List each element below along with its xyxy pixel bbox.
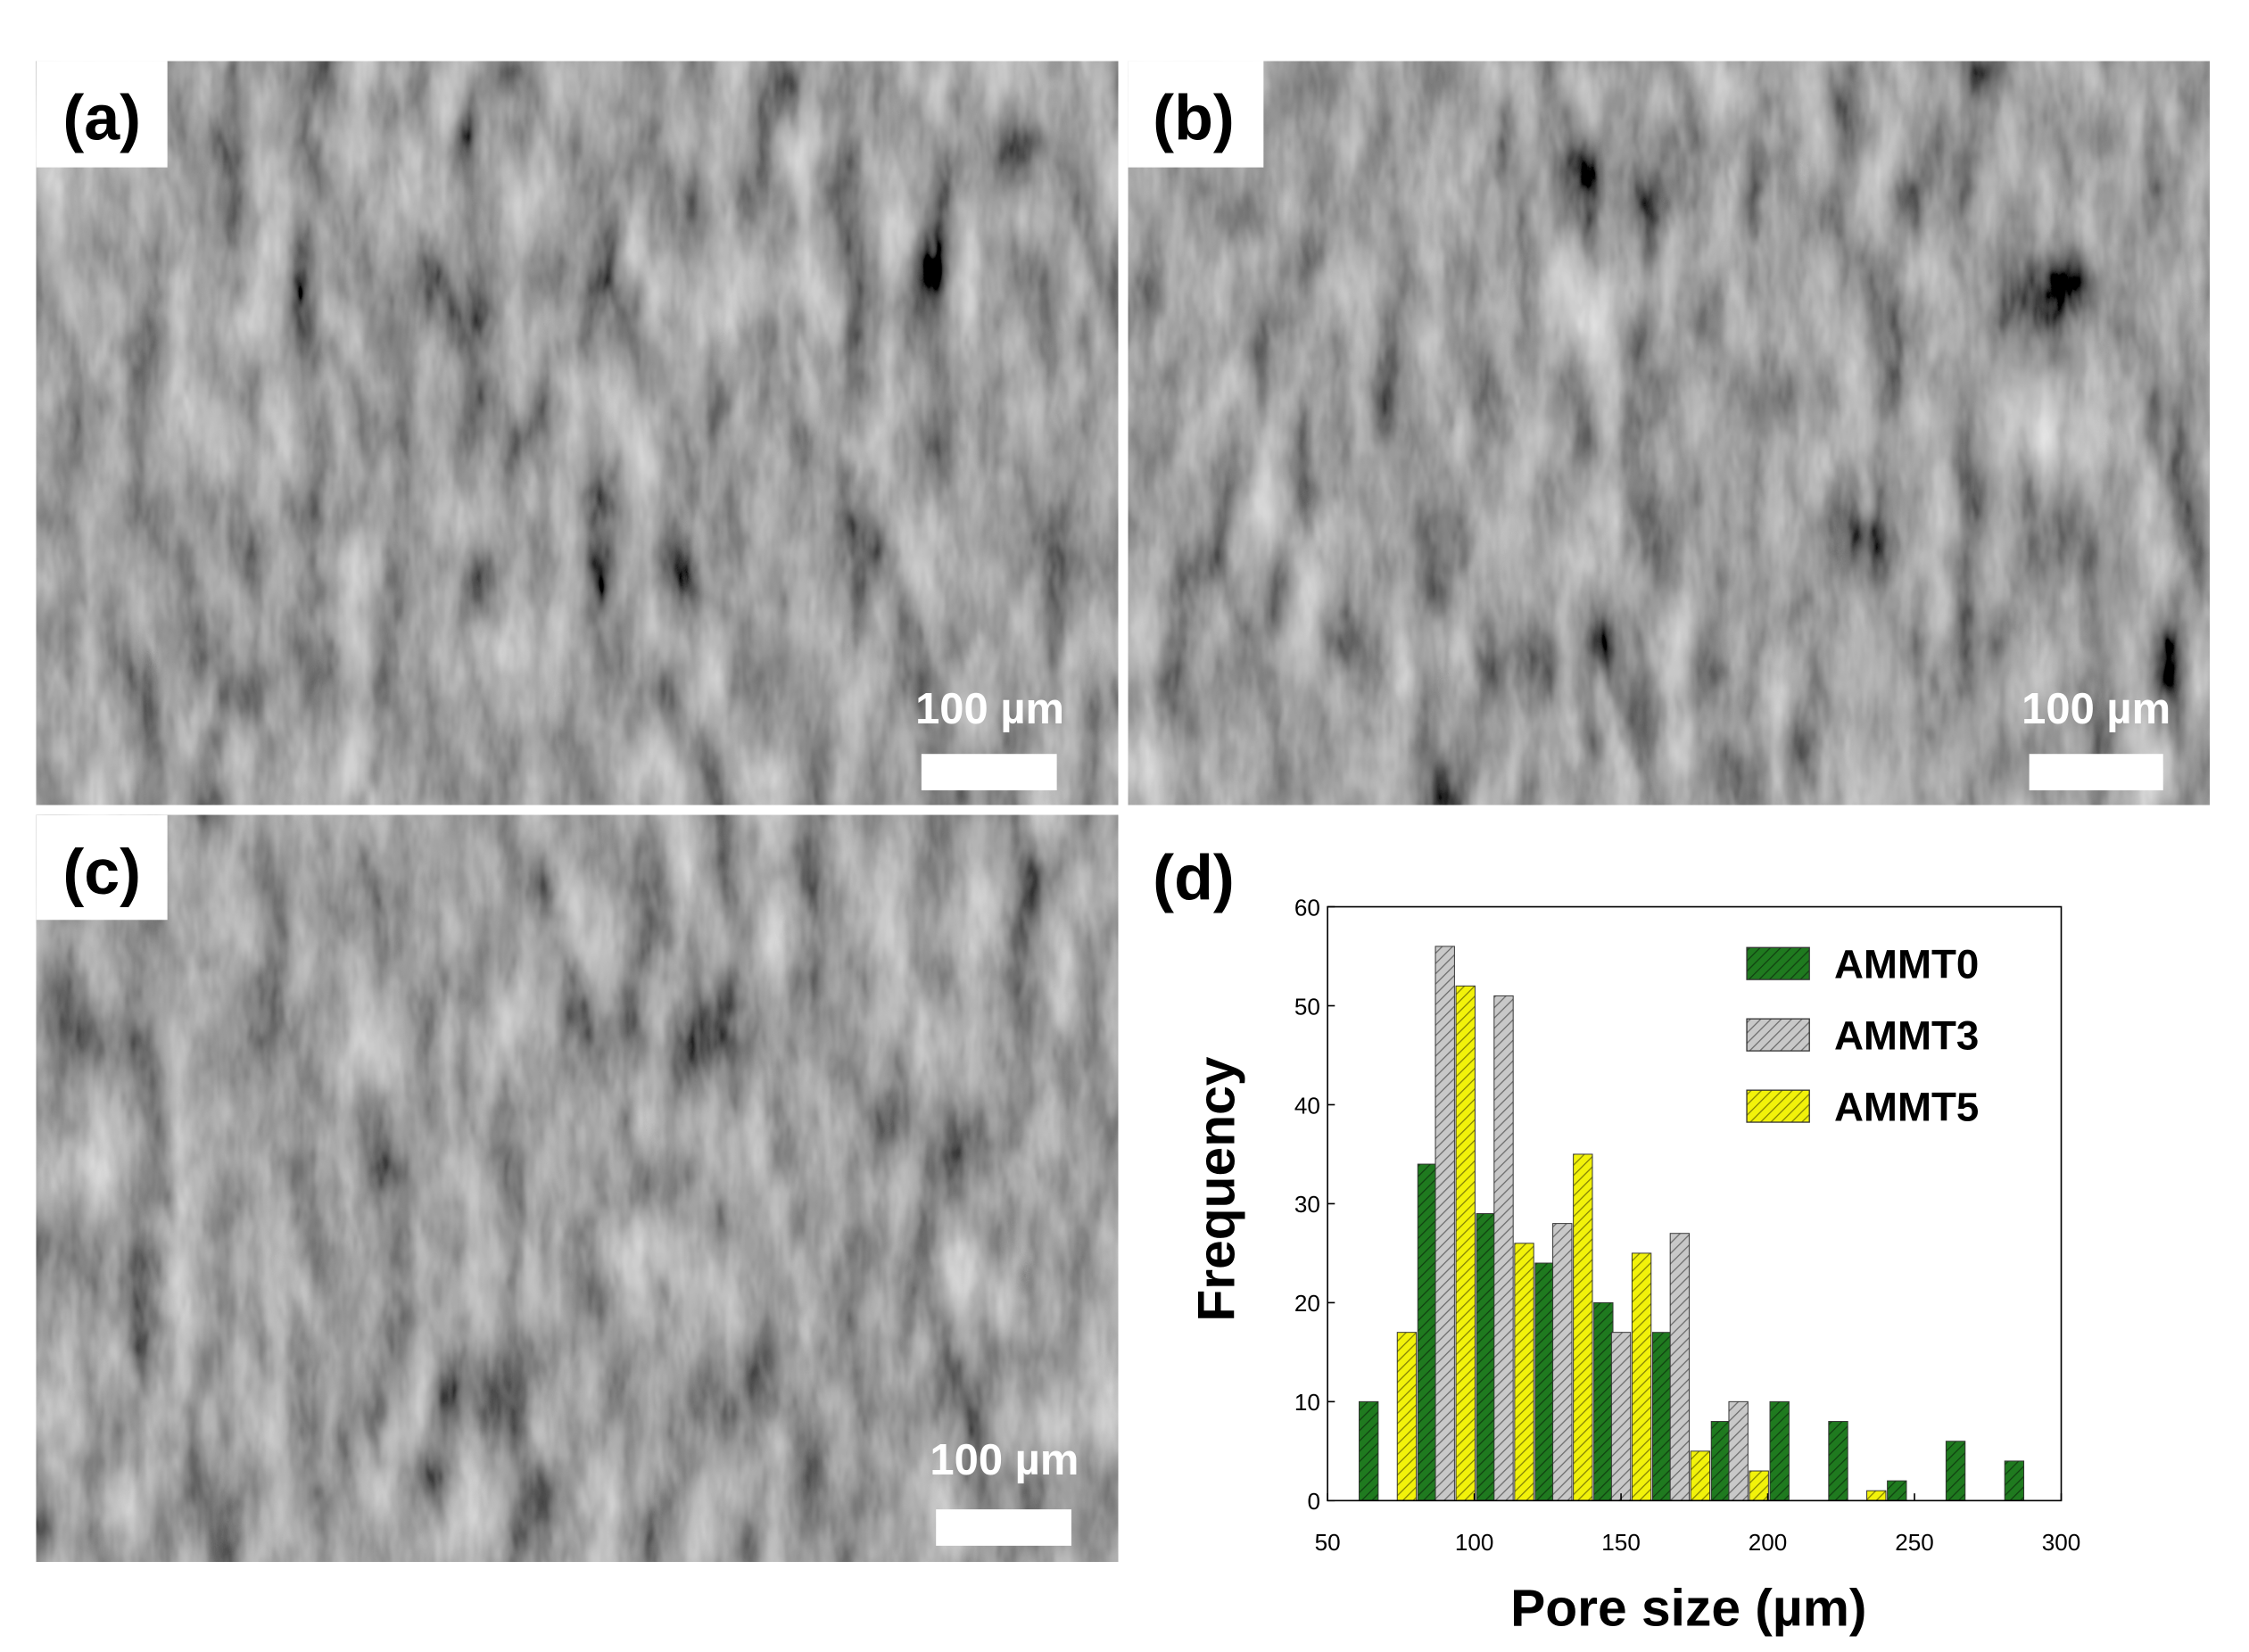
- bar: [1828, 1421, 1848, 1501]
- legend-entry: AMMT0: [1834, 942, 1979, 987]
- scale-bar-text: 100 µm: [915, 685, 1064, 733]
- bar: [1455, 985, 1476, 1501]
- bar: [1417, 1163, 1438, 1501]
- legend-entry: AMMT3: [1834, 1012, 1979, 1058]
- x-tick-label: 200: [1749, 1529, 1788, 1556]
- sem-texture: [36, 61, 1119, 805]
- y-tick-label: 0: [1307, 1488, 1320, 1515]
- scale-bar: [2029, 754, 2163, 791]
- bar: [1593, 1301, 1614, 1501]
- bar: [1690, 1450, 1711, 1501]
- label-box: [36, 814, 168, 921]
- x-tick-label: 250: [1895, 1529, 1934, 1556]
- x-tick-label: 100: [1455, 1529, 1494, 1556]
- bar: [1728, 1400, 1749, 1501]
- bar: [1749, 1470, 1769, 1501]
- y-axis-label: Frequency: [1188, 1056, 1246, 1321]
- y-tick-label: 30: [1294, 1191, 1320, 1218]
- y-tick-label: 10: [1294, 1389, 1320, 1416]
- legend-swatch: [1746, 1018, 1810, 1052]
- legend-swatch: [1746, 946, 1810, 980]
- y-tick-label: 20: [1294, 1290, 1320, 1317]
- bar: [1651, 1332, 1673, 1501]
- bar: [1610, 1332, 1632, 1501]
- label-box: [1128, 61, 1264, 168]
- label-box: [36, 61, 168, 168]
- bar: [1573, 1153, 1593, 1501]
- bar: [1887, 1480, 1907, 1501]
- legend-swatch: [1746, 1089, 1810, 1123]
- x-axis-label: Pore size (µm): [1510, 1580, 1866, 1638]
- x-tick-label: 50: [1315, 1529, 1341, 1556]
- y-tick-label: 60: [1294, 894, 1320, 921]
- scale-bar: [921, 754, 1057, 791]
- sem-texture: [1128, 61, 2210, 805]
- scale-bar-text: 100 µm: [930, 1436, 1079, 1484]
- bar: [1945, 1441, 1966, 1501]
- panel-label: (a): [62, 83, 141, 154]
- sem-texture: [36, 814, 1119, 1562]
- bar: [1476, 1213, 1496, 1501]
- x-tick-label: 300: [2042, 1529, 2081, 1556]
- bar: [1534, 1262, 1555, 1501]
- bar: [1769, 1400, 1790, 1501]
- bar: [1358, 1400, 1379, 1501]
- y-tick-label: 40: [1294, 1092, 1320, 1119]
- bar: [1552, 1223, 1573, 1501]
- panel-label: (c): [62, 837, 141, 908]
- panel-label: (b): [1153, 83, 1235, 154]
- bar: [1493, 995, 1514, 1501]
- bar: [2004, 1460, 2025, 1501]
- scale-bar-text: 100 µm: [2022, 685, 2170, 733]
- bar: [1435, 946, 1455, 1501]
- y-tick-label: 50: [1294, 993, 1320, 1020]
- bar: [1710, 1421, 1732, 1501]
- panel-label: (d): [1153, 842, 1235, 913]
- scale-bar: [936, 1509, 1071, 1546]
- bar: [1631, 1252, 1652, 1501]
- bar: [1396, 1332, 1418, 1501]
- bar: [1866, 1490, 1887, 1501]
- legend-entry: AMMT5: [1834, 1084, 1979, 1129]
- x-tick-label: 150: [1601, 1529, 1641, 1556]
- bar: [1669, 1233, 1691, 1501]
- bar: [1514, 1243, 1534, 1501]
